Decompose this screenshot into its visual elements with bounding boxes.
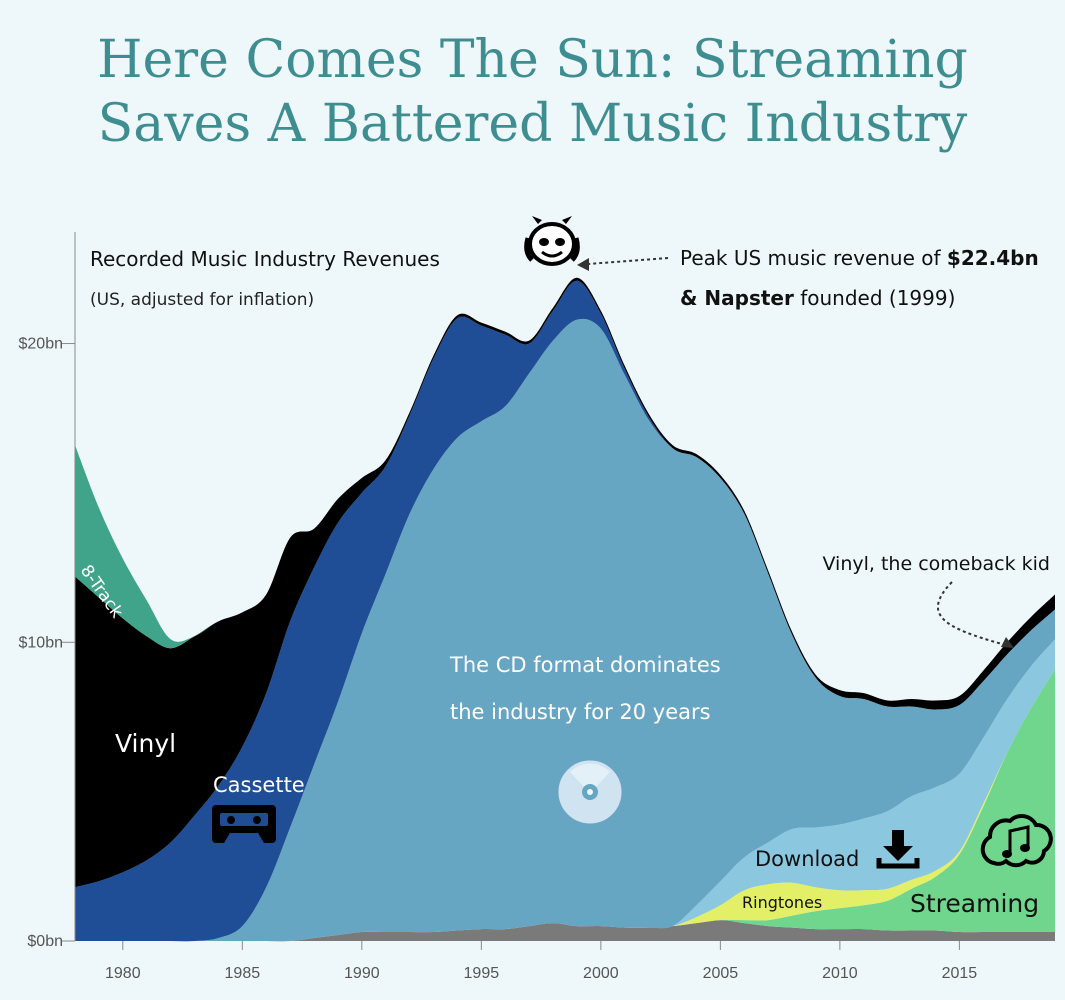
x-tick-label: 2010 xyxy=(822,965,858,982)
area-streaming xyxy=(75,669,1055,942)
peak-annotation-text: Peak US music revenue of xyxy=(680,246,947,270)
x-tick-label: 2015 xyxy=(942,965,978,982)
chart-subtitle: Recorded Music Industry Revenues xyxy=(90,247,440,271)
streaming-music-icon xyxy=(980,814,1053,868)
peak-annotation-napster: & Napster xyxy=(680,286,794,310)
area-series-group xyxy=(75,277,1055,942)
peak-annotation-line2: & Napster founded (1999) xyxy=(680,286,955,310)
chart-subtitle-note: (US, adjusted for inflation) xyxy=(90,290,314,310)
series-label-streaming: Streaming xyxy=(910,889,1039,918)
area-cd xyxy=(75,318,1055,942)
vinyl-comeback-annotation: Vinyl, the comeback kid xyxy=(822,553,1050,575)
area-download xyxy=(75,639,1055,942)
napster-icon xyxy=(524,216,580,266)
download-icon xyxy=(876,830,920,869)
axes-group: $0bn $10bn $20bn 1980 1985 1990 1995 2000 2005 20… xyxy=(19,232,978,982)
peak-arrow-head xyxy=(577,258,589,271)
cd-icon xyxy=(557,759,623,825)
area-vinyl xyxy=(75,277,1055,888)
vinyl-comeback-arrow-line xyxy=(937,581,1003,645)
series-label-ringtones: Ringtones xyxy=(742,893,822,912)
y-tick-label: $10bn xyxy=(19,634,64,651)
cd-note-line2: the industry for 20 years xyxy=(450,700,711,724)
series-label-vinyl: Vinyl xyxy=(115,729,176,758)
peak-annotation-value: $22.4bn xyxy=(947,246,1039,270)
x-tick-label: 1985 xyxy=(225,965,261,982)
title-line-2: Saves A Battered Music Industry xyxy=(97,94,968,154)
peak-annotation-founded: founded (1999) xyxy=(794,286,956,310)
series-label-download: Download xyxy=(755,847,859,871)
series-label-cassette: Cassette xyxy=(213,773,305,797)
x-tick-label: 1980 xyxy=(105,965,141,982)
vinyl-comeback-arrow-head xyxy=(1001,637,1014,648)
cassette-icon xyxy=(212,805,276,843)
peak-arrow-line xyxy=(587,257,669,265)
peak-annotation-line1: Peak US music revenue of $22.4bn xyxy=(680,246,1039,270)
y-tick-label: $0bn xyxy=(27,933,63,950)
y-tick-label: $20bn xyxy=(19,336,64,353)
area-other xyxy=(75,920,1055,942)
page-title: Here Comes The Sun: Streaming Saves A Ba… xyxy=(0,28,1065,156)
cd-note-line1: The CD format dominates xyxy=(449,653,721,677)
area-cassette xyxy=(75,280,1055,942)
x-tick-label: 2005 xyxy=(703,965,739,982)
title-line-1: Here Comes The Sun: Streaming xyxy=(97,30,968,90)
x-tick-label: 1990 xyxy=(344,965,380,982)
x-tick-label: 2000 xyxy=(583,965,619,982)
x-tick-label: 1995 xyxy=(464,965,500,982)
